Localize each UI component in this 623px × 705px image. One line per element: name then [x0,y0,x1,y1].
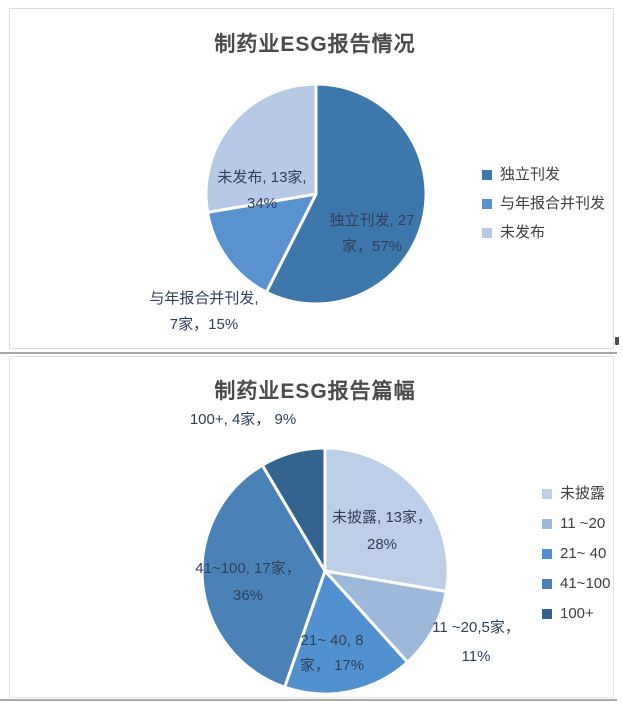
pie-slice-未披露 [323,446,450,593]
slice-label-100plus: 100+, 4家， 9% [190,411,296,429]
slice-label-11-20: 11 ~20,5家， 11% [432,613,520,671]
legend-item: 未披露 [542,485,610,503]
legend-swatch-icon [482,228,492,238]
pie-slice-与年报合并刊发 [206,192,318,294]
label-line: 21~ 40, 8 [300,632,364,649]
slice-label-41-100: 41~100, 17家， 36% [195,555,301,609]
label-line: 家， 17% [299,657,365,674]
slice-label-21-40: 21~ 40, 8 家， 17% [300,628,364,678]
label-line: 11 ~20,5家， [432,619,520,636]
chart2-legend: 未披露 11 ~20 21~ 40 41~100 100+ [542,485,610,635]
legend-item: 21~ 40 [542,545,610,563]
legend-item: 100+ [542,605,610,623]
chart-panel-report-length: 制药业ESG报告篇幅 100+, 4家， 9% 未披露, 13家， 28% 11… [9,356,614,698]
legend-item-label: 41~100 [560,575,611,592]
slice-label-merged-with-annual-report: 与年报合并刊发, 7家，15% [149,286,258,338]
slice-label-independent: 独立刊发, 27 家，57% [329,208,414,260]
legend-item: 41~100 [542,575,610,593]
label-line: 家，57% [341,238,403,255]
legend-item: 11 ~20 [542,515,610,533]
chart2-title: 制药业ESG报告篇幅 [214,380,416,403]
label-line: 11% [461,648,491,665]
pie-slice-11 ~20 [323,569,448,664]
chart1-legend: 独立刊发 与年报合并刊发 未发布 [482,166,605,253]
label-line: 未发布, 13家, [217,169,307,186]
label-line: 7家，15% [169,316,239,333]
label-line: 独立刊发, 27 [329,212,415,229]
bottom-border-line [0,699,617,701]
legend-item-label: 未披露 [560,485,606,502]
chart-panel-report-status: 制药业ESG报告情况 独立刊发, 27 家，57% 未发布, 13家, 34% … [9,8,614,349]
legend-swatch-icon [542,489,552,499]
label-line: 未披露, 13家， [331,509,433,526]
label-line: 36% [232,587,264,604]
legend-swatch-icon [542,579,552,589]
pie-slice-未发布 [204,82,318,214]
legend-item: 未发布 [482,224,605,242]
legend-swatch-icon [482,170,492,180]
chart1-title: 制药业ESG报告情况 [214,33,416,56]
legend-item-label: 与年报合并刊发 [500,195,606,212]
pie-slice-独立刊发 [264,82,428,306]
label-line: 100+, 4家， 9% [189,411,297,428]
label-line: 28% [366,536,398,553]
pie-slice-100+ [260,446,327,573]
label-line: 34% [246,195,278,212]
slice-label-not-published: 未发布, 13家, 34% [217,165,306,217]
panel-divider [0,352,617,354]
legend-item: 与年报合并刊发 [482,195,605,213]
label-line: 41~100, 17家， [195,560,301,577]
legend-swatch-icon [542,519,552,529]
legend-swatch-icon [542,549,552,559]
label-line: 与年报合并刊发, [149,290,259,307]
legend-item: 独立刊发 [482,166,605,184]
legend-item-label: 21~ 40 [560,545,607,562]
slice-label-undisclosed: 未披露, 13家， 28% [332,504,432,558]
legend-item-label: 100+ [560,605,594,622]
legend-item-label: 未发布 [500,224,546,241]
legend-item-label: 独立刊发 [500,166,561,183]
stray-mark [615,337,619,345]
pie-chart-report-status [204,82,428,306]
pie-chart-report-length [200,446,450,696]
legend-item-label: 11 ~20 [560,515,606,532]
legend-swatch-icon [482,199,492,209]
legend-swatch-icon [542,609,552,619]
